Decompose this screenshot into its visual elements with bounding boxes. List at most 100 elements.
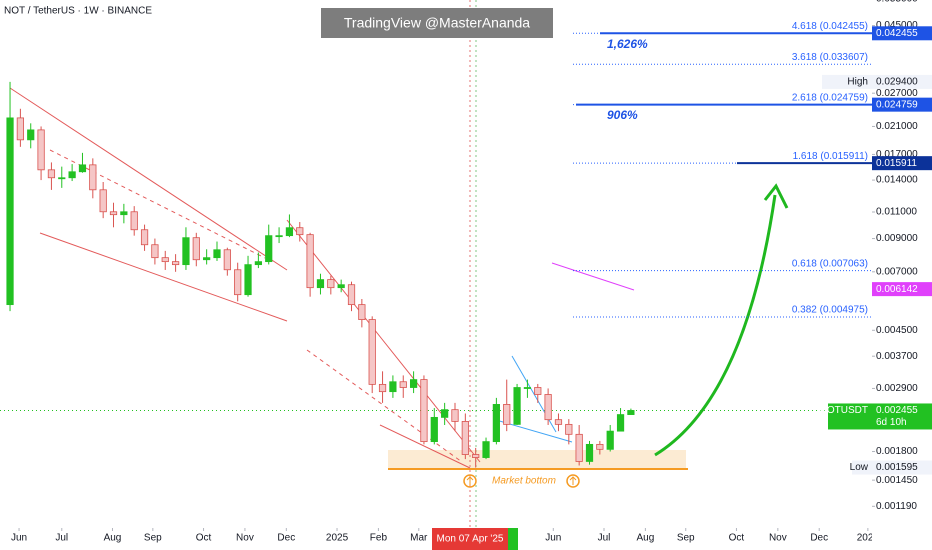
candle-body	[6, 117, 14, 306]
low-tag-value: 0.001595	[876, 462, 918, 473]
y-tick-label: 0.014000	[876, 175, 918, 186]
x-tick-label: 2025	[326, 533, 349, 544]
candle-body	[265, 235, 273, 263]
x-tick-label: Feb	[370, 533, 388, 544]
arrow-head	[763, 183, 789, 209]
candle-body	[461, 421, 469, 455]
fib-label: 1.618 (0.015911)	[793, 151, 868, 162]
x-tick-label: Jun	[11, 533, 27, 544]
price-tag	[872, 26, 932, 41]
candle-body	[606, 430, 614, 450]
candle-body	[234, 269, 242, 296]
last-price-value: 0.002455	[876, 405, 918, 416]
fib-label: 0.618 (0.007063)	[792, 258, 868, 269]
annotation: 1,626%	[607, 37, 648, 51]
candle-body	[534, 387, 542, 395]
high-tag	[822, 74, 932, 89]
countdown: 6d 10h	[876, 417, 907, 428]
candle-body	[585, 443, 594, 462]
candle-body	[616, 414, 625, 432]
x-tick-label: Dec	[277, 533, 295, 544]
x-tick-label: Dec	[810, 533, 828, 544]
candle-body	[140, 229, 149, 246]
price-tag-label: 0.015911	[876, 158, 917, 169]
y-tick-label: 0.001450	[876, 475, 918, 486]
x-tick-label: Oct	[196, 533, 212, 544]
y-tick-label: 0.001800	[876, 446, 918, 457]
crosshair-date: Mon 07 Apr '25	[437, 534, 504, 545]
candle-body	[513, 387, 521, 425]
price-tag	[872, 97, 932, 112]
bottom-markers	[463, 474, 580, 488]
y-tick-label: 0.007000	[876, 266, 918, 277]
y-tick-label: 0.021000	[876, 121, 918, 132]
candle-body	[89, 164, 97, 191]
candle-body	[627, 410, 635, 415]
high-tag-name: High	[847, 77, 868, 88]
price-tag-label: 0.042455	[876, 28, 918, 39]
x-tick-label: Nov	[769, 533, 787, 544]
price-tag	[872, 156, 932, 171]
candle-body	[192, 237, 200, 261]
y-tick-label: 0.027000	[876, 88, 918, 99]
candle-body	[389, 381, 397, 393]
candle-body	[244, 264, 252, 296]
fib-label: 3.618 (0.033607)	[792, 52, 868, 63]
candle-body	[203, 257, 211, 261]
price-tag-label: 0.006142	[876, 284, 918, 295]
candle-body	[368, 319, 376, 385]
candle-body	[47, 169, 56, 179]
candle-body	[347, 284, 356, 306]
candle-body	[27, 129, 35, 141]
candle-body	[151, 244, 159, 259]
candle-body	[430, 416, 438, 443]
x-tick-label: Jun	[545, 533, 561, 544]
last-price-tag	[828, 403, 932, 430]
y-tick-label: 0.045000	[876, 20, 918, 31]
candle-body	[565, 423, 573, 435]
candle-body	[523, 387, 532, 389]
crosshair-date-box	[432, 528, 508, 550]
annotation: Market bottom	[492, 476, 556, 487]
candle-body	[441, 409, 449, 418]
candle-body	[358, 304, 366, 320]
fib-label: 4.618 (0.042455)	[792, 21, 868, 32]
y-tick-label: 0.004500	[876, 325, 918, 336]
candle-body	[120, 211, 128, 216]
annotation: 906%	[607, 108, 638, 122]
high-tag-label: 0.029400	[876, 77, 918, 88]
trend-lines	[9, 87, 635, 469]
low-tag	[852, 460, 932, 475]
plot-area	[0, 0, 872, 530]
candle-body	[99, 189, 107, 213]
candle-body	[544, 394, 552, 421]
candle-body	[399, 381, 407, 388]
y-tick-label: 0.002900	[876, 383, 918, 394]
candle-body	[109, 211, 118, 216]
candle-body	[482, 441, 490, 458]
candle-body	[378, 383, 387, 393]
candle-body	[130, 211, 138, 231]
candle-body	[472, 454, 480, 458]
price-tag	[872, 282, 932, 297]
candle-body	[223, 249, 231, 271]
candle-body	[68, 171, 76, 179]
candle-body	[451, 409, 459, 422]
candle-body	[596, 443, 604, 450]
candle-body	[171, 261, 180, 266]
candle-body	[285, 227, 294, 237]
x-tick-label: Oct	[729, 533, 745, 544]
candle-body	[37, 129, 45, 171]
x-tick-label: Nov	[236, 533, 254, 544]
watermark-box	[321, 8, 553, 38]
candle-body	[503, 404, 511, 425]
chart-title: NOT / TetherUS · 1W · BINANCE	[4, 6, 152, 17]
candle-body	[213, 249, 221, 259]
axis-cover	[872, 528, 932, 550]
x-tick-label: Aug	[104, 533, 122, 544]
candle-body	[16, 117, 24, 141]
candle-body	[554, 419, 563, 425]
candle-body	[182, 237, 190, 266]
candle-body	[575, 433, 583, 462]
candle-body	[306, 234, 314, 289]
